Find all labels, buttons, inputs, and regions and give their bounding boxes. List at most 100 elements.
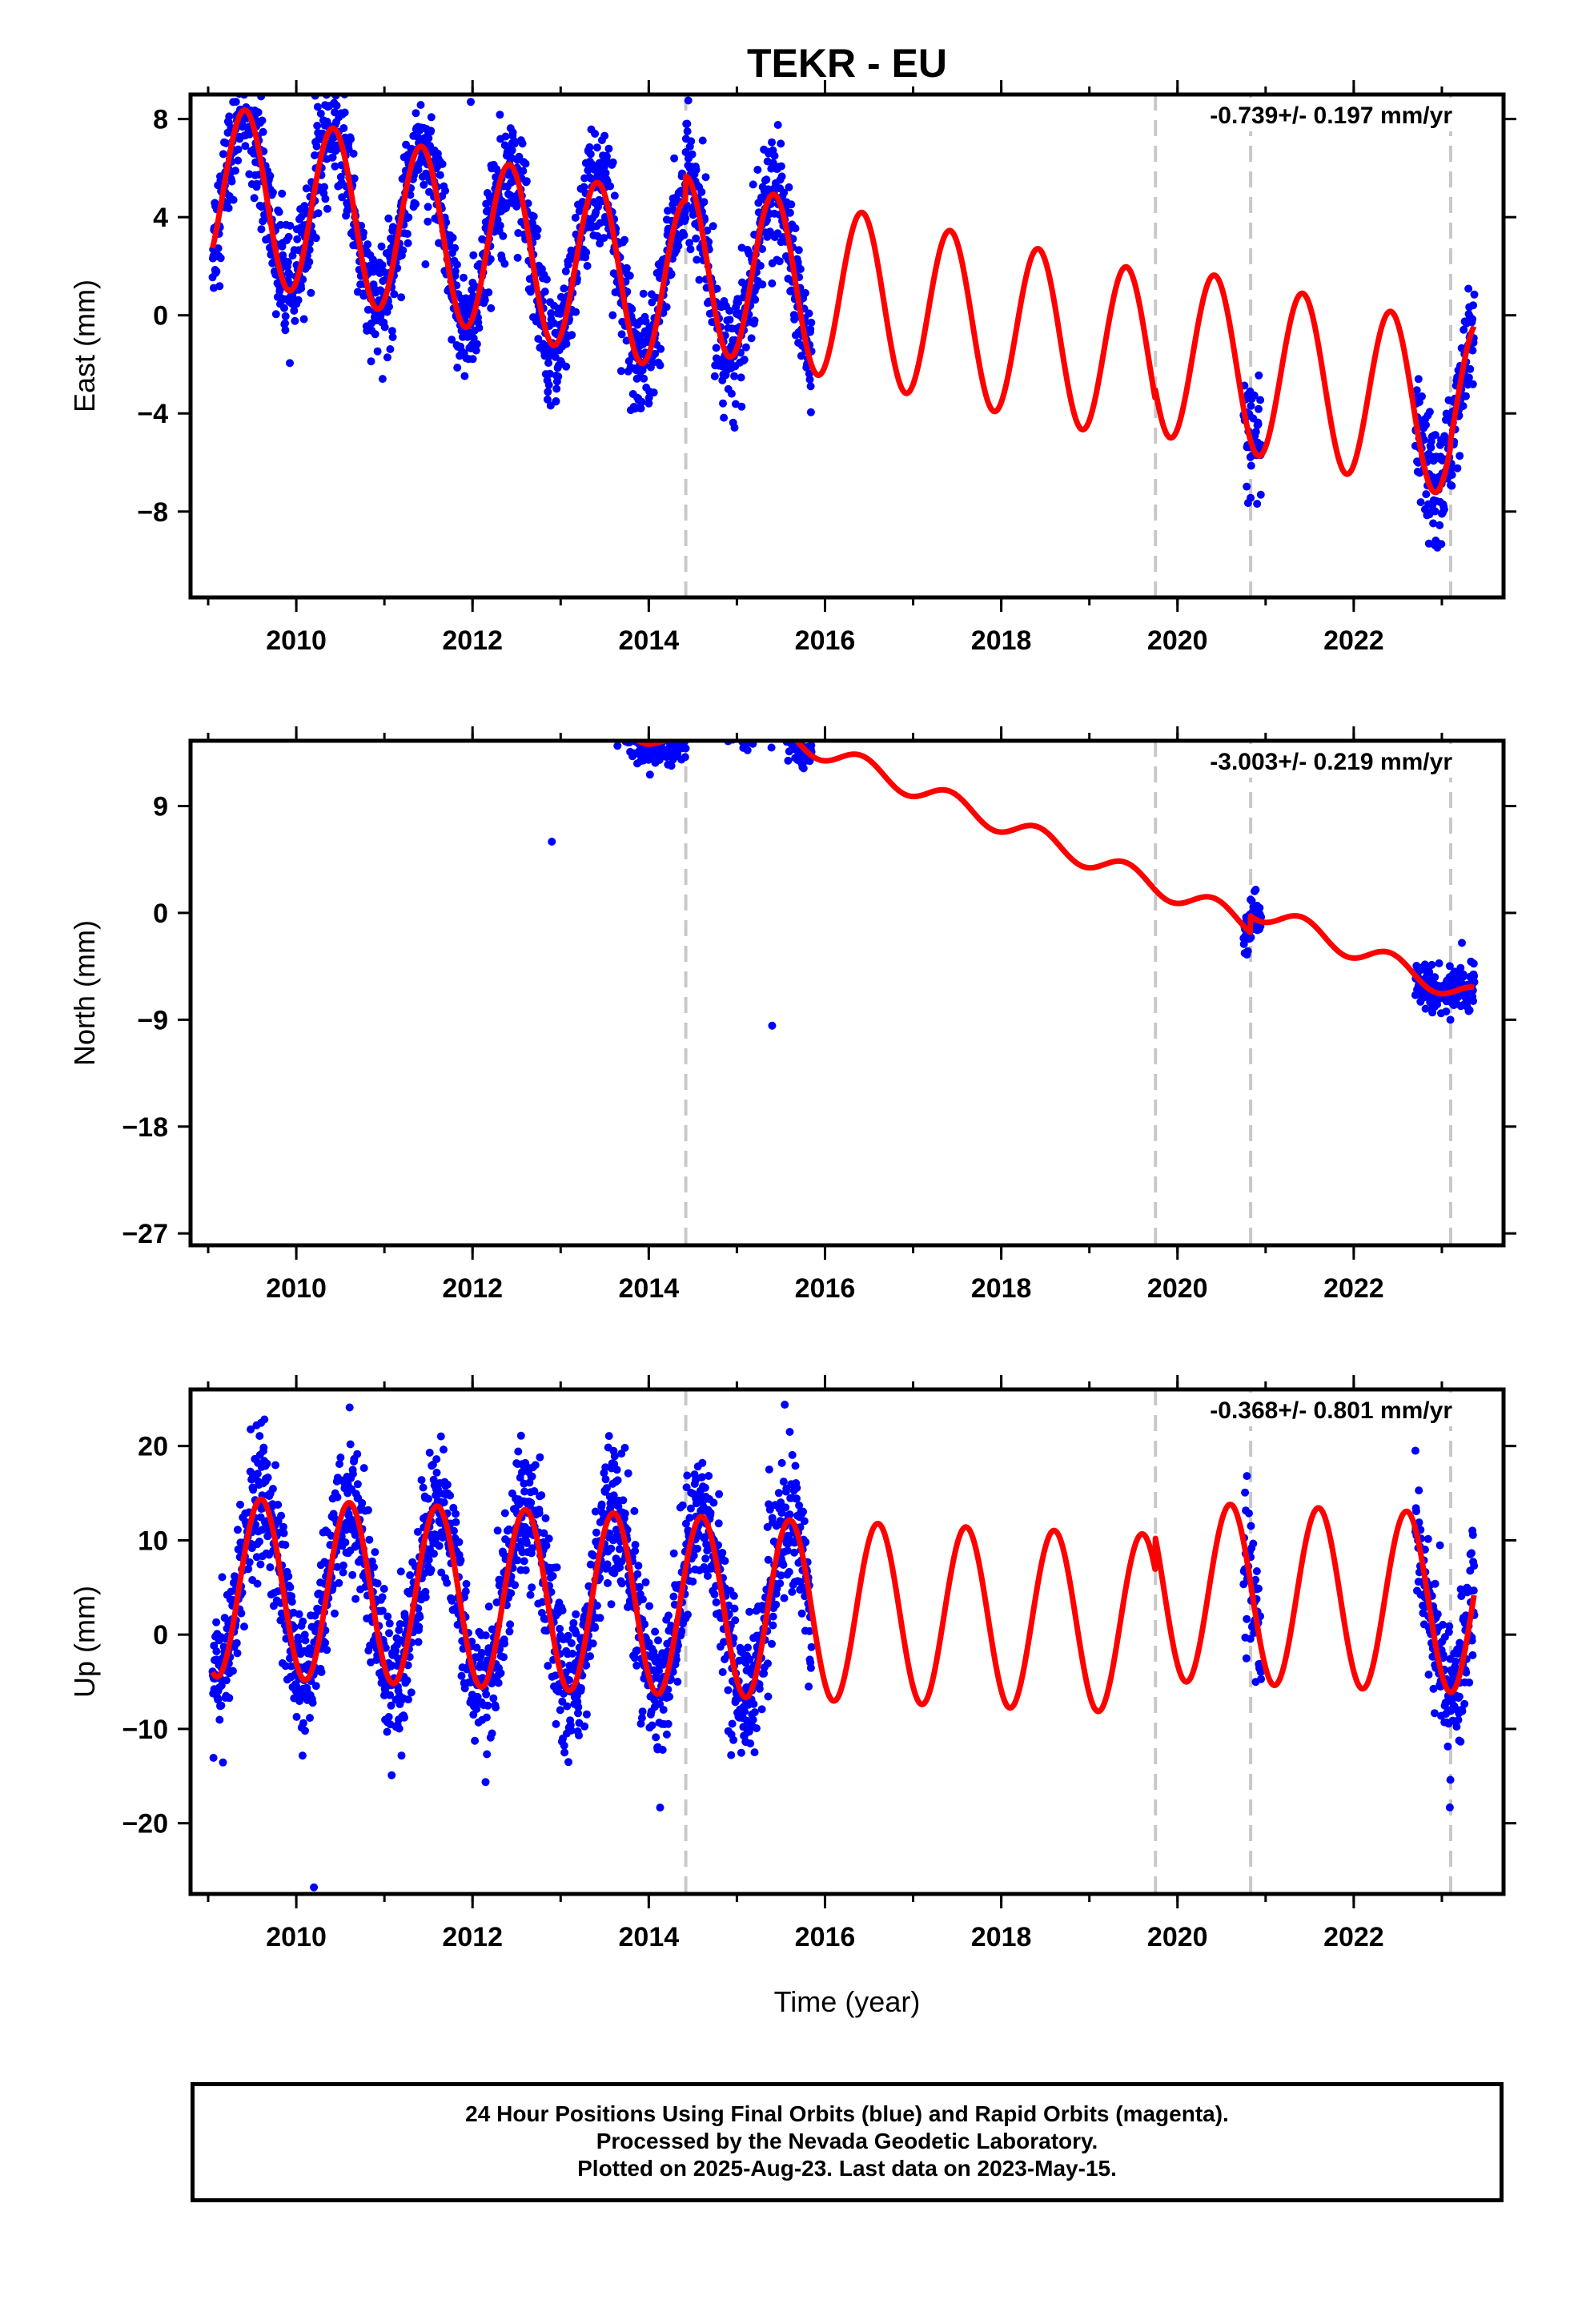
- data-point: [735, 722, 743, 730]
- data-point: [423, 635, 431, 643]
- data-point: [1255, 371, 1263, 380]
- data-point: [579, 702, 587, 710]
- data-point: [692, 694, 700, 702]
- data-point: [554, 372, 563, 381]
- data-point: [281, 326, 290, 335]
- data-point: [594, 710, 602, 718]
- data-point: [432, 639, 440, 647]
- data-point: [762, 726, 770, 734]
- data-point: [350, 599, 358, 607]
- data-point: [721, 693, 729, 701]
- data-point: [456, 667, 464, 675]
- data-point: [245, 70, 253, 78]
- data-point: [687, 698, 695, 706]
- data-point: [224, 542, 232, 550]
- data-point: [329, 600, 337, 608]
- data-point: [777, 711, 785, 719]
- data-point: [668, 723, 676, 731]
- data-point: [608, 700, 616, 708]
- data-point: [455, 656, 463, 664]
- data-point: [405, 625, 413, 633]
- data-point: [259, 569, 267, 577]
- data-point: [360, 607, 368, 615]
- data-point: [640, 726, 648, 734]
- data-point: [275, 585, 283, 593]
- data-point: [264, 565, 272, 573]
- data-point: [591, 719, 599, 727]
- data-point: [453, 364, 462, 372]
- data-point: [721, 714, 729, 722]
- data-point: [339, 602, 347, 610]
- data-point: [335, 602, 343, 610]
- data-point: [253, 565, 261, 573]
- data-point: [311, 598, 319, 606]
- data-point: [428, 618, 436, 626]
- data-point: [416, 101, 425, 109]
- data-point: [502, 661, 510, 669]
- x-tick-label: 2018: [971, 625, 1032, 656]
- data-point: [412, 636, 420, 644]
- data-point: [611, 710, 619, 718]
- data-point: [378, 375, 387, 384]
- data-point: [584, 682, 592, 690]
- data-point: [379, 649, 387, 657]
- data-point: [449, 660, 457, 668]
- data-point: [662, 303, 671, 312]
- x-tick-label: 2014: [619, 1273, 680, 1304]
- data-point: [1418, 392, 1426, 400]
- data-point: [692, 667, 700, 675]
- data-point: [701, 691, 709, 699]
- data-point: [799, 764, 808, 773]
- data-point: [341, 1538, 350, 1546]
- data-point: [572, 710, 580, 718]
- data-point: [697, 705, 705, 713]
- data-point: [376, 631, 384, 639]
- data-point: [313, 608, 321, 616]
- data-point: [620, 235, 629, 244]
- data-point: [480, 687, 488, 695]
- data-point: [275, 578, 283, 586]
- data-point: [239, 553, 247, 561]
- data-point: [661, 730, 669, 738]
- data-point: [245, 553, 253, 561]
- data-point: [596, 706, 604, 714]
- y-tick-label: 0: [153, 301, 168, 332]
- data-point: [384, 1713, 393, 1721]
- data-point: [284, 616, 292, 624]
- data-point: [740, 698, 748, 706]
- data-point: [769, 698, 777, 706]
- data-point: [394, 647, 402, 655]
- data-point: [628, 305, 636, 314]
- data-point: [615, 718, 623, 726]
- data-point: [299, 601, 307, 609]
- data-point: [564, 693, 572, 701]
- data-point: [412, 617, 420, 625]
- data-point: [253, 539, 261, 547]
- data-point: [340, 624, 348, 632]
- data-point: [558, 706, 566, 714]
- data-point: [310, 584, 318, 592]
- data-point: [478, 681, 486, 689]
- data-point: [585, 698, 593, 706]
- data-point: [712, 706, 720, 714]
- data-point: [728, 718, 736, 726]
- data-point: [381, 624, 389, 632]
- data-point: [286, 359, 294, 368]
- data-point: [362, 633, 370, 641]
- data-point: [222, 559, 230, 567]
- data-point: [425, 651, 433, 659]
- data-point: [552, 694, 560, 702]
- data-point: [460, 670, 468, 678]
- data-point: [580, 681, 588, 689]
- data-point: [487, 672, 495, 680]
- data-point: [359, 623, 367, 631]
- data-point: [241, 554, 249, 562]
- data-point: [430, 642, 438, 650]
- data-point: [758, 716, 766, 724]
- data-point: [240, 561, 248, 569]
- data-point: [609, 721, 617, 729]
- data-point: [724, 723, 732, 731]
- data-point: [520, 689, 528, 697]
- data-point: [621, 713, 629, 721]
- data-point: [754, 713, 762, 721]
